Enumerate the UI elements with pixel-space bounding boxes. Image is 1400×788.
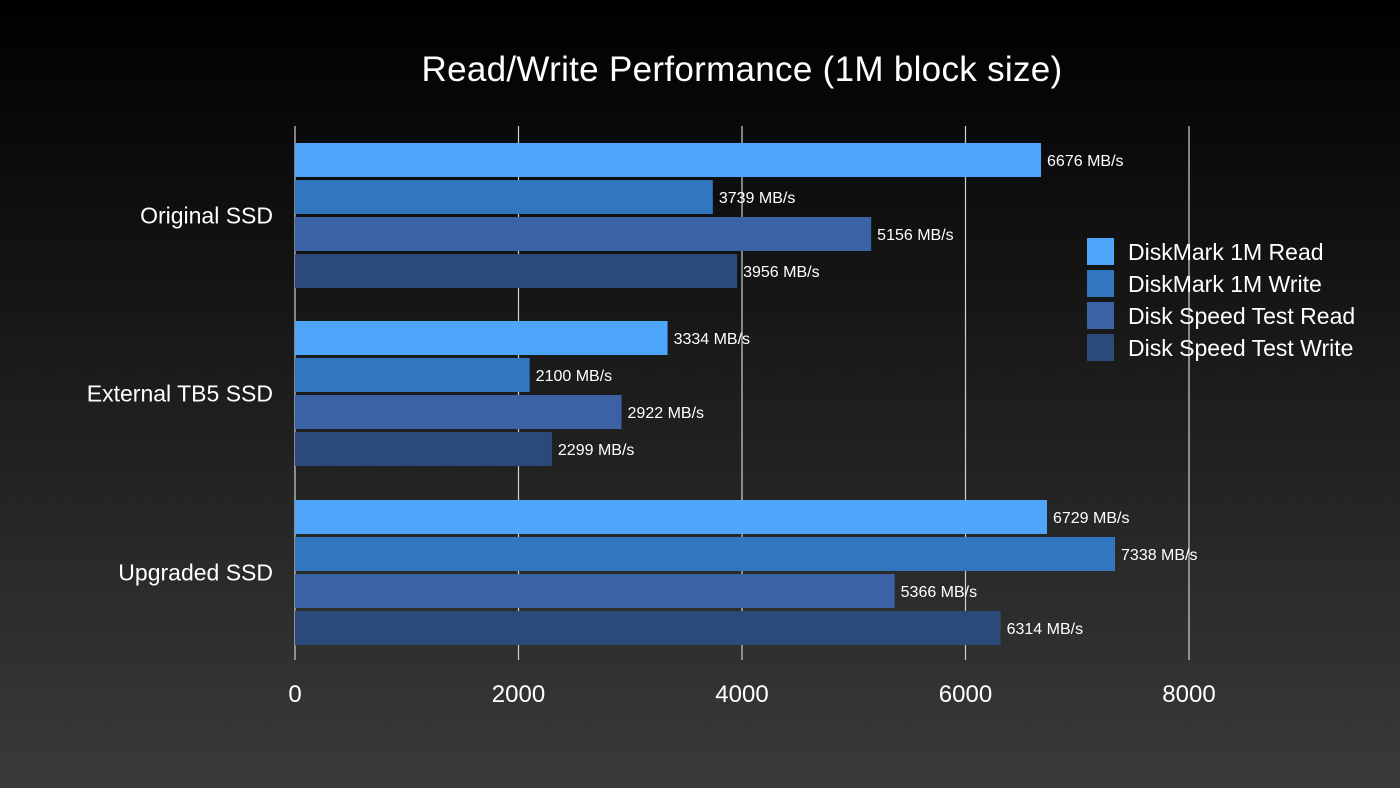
bar-value-label-1-2: 2922 MB/s (628, 405, 704, 422)
bar-0-1 (295, 180, 713, 214)
bar-value-label-0-1: 3739 MB/s (719, 190, 795, 207)
bar-1-0 (295, 321, 668, 355)
bar-value-label-2-1: 7338 MB/s (1121, 547, 1197, 564)
x-tick-label-3: 6000 (939, 681, 992, 708)
legend-label-3: Disk Speed Test Write (1128, 335, 1353, 361)
chart-title: Read/Write Performance (1M block size) (421, 50, 1063, 89)
bar-0-0 (295, 143, 1042, 177)
bar-value-label-1-1: 2100 MB/s (536, 368, 612, 385)
category-label-1: External TB5 SSD (87, 381, 273, 407)
bar-value-label-0-0: 6676 MB/s (1047, 153, 1123, 170)
x-tick-label-1: 2000 (492, 681, 545, 708)
category-label-0: Original SSD (140, 203, 273, 229)
x-tick-label-2: 4000 (715, 681, 768, 708)
bar-0-2 (295, 217, 872, 251)
bar-2-2 (295, 574, 895, 608)
bar-value-label-2-0: 6729 MB/s (1053, 510, 1129, 527)
legend-label-2: Disk Speed Test Read (1128, 303, 1355, 329)
legend-label-1: DiskMark 1M Write (1128, 271, 1322, 297)
bar-value-label-0-2: 5156 MB/s (877, 227, 953, 244)
legend-swatch-3 (1087, 334, 1114, 361)
legend-label-0: DiskMark 1M Read (1128, 239, 1324, 265)
bar-2-1 (295, 537, 1116, 571)
bar-value-label-1-0: 3334 MB/s (674, 331, 750, 348)
bar-2-0 (295, 500, 1047, 534)
x-tick-label-4: 8000 (1162, 681, 1215, 708)
bar-value-label-0-3: 3956 MB/s (743, 264, 819, 281)
category-label-2: Upgraded SSD (118, 560, 273, 586)
bar-1-1 (295, 358, 530, 392)
legend-swatch-1 (1087, 270, 1114, 297)
bar-0-3 (295, 254, 738, 288)
bar-value-label-1-3: 2299 MB/s (558, 442, 634, 459)
legend-swatch-2 (1087, 302, 1114, 329)
bar-1-3 (295, 432, 552, 466)
bar-1-2 (295, 395, 622, 429)
x-tick-label-0: 0 (288, 681, 301, 708)
legend-swatch-0 (1087, 238, 1114, 265)
bar-2-3 (295, 611, 1001, 645)
bar-value-label-2-2: 5366 MB/s (901, 584, 977, 601)
bar-value-label-2-3: 6314 MB/s (1007, 621, 1083, 638)
